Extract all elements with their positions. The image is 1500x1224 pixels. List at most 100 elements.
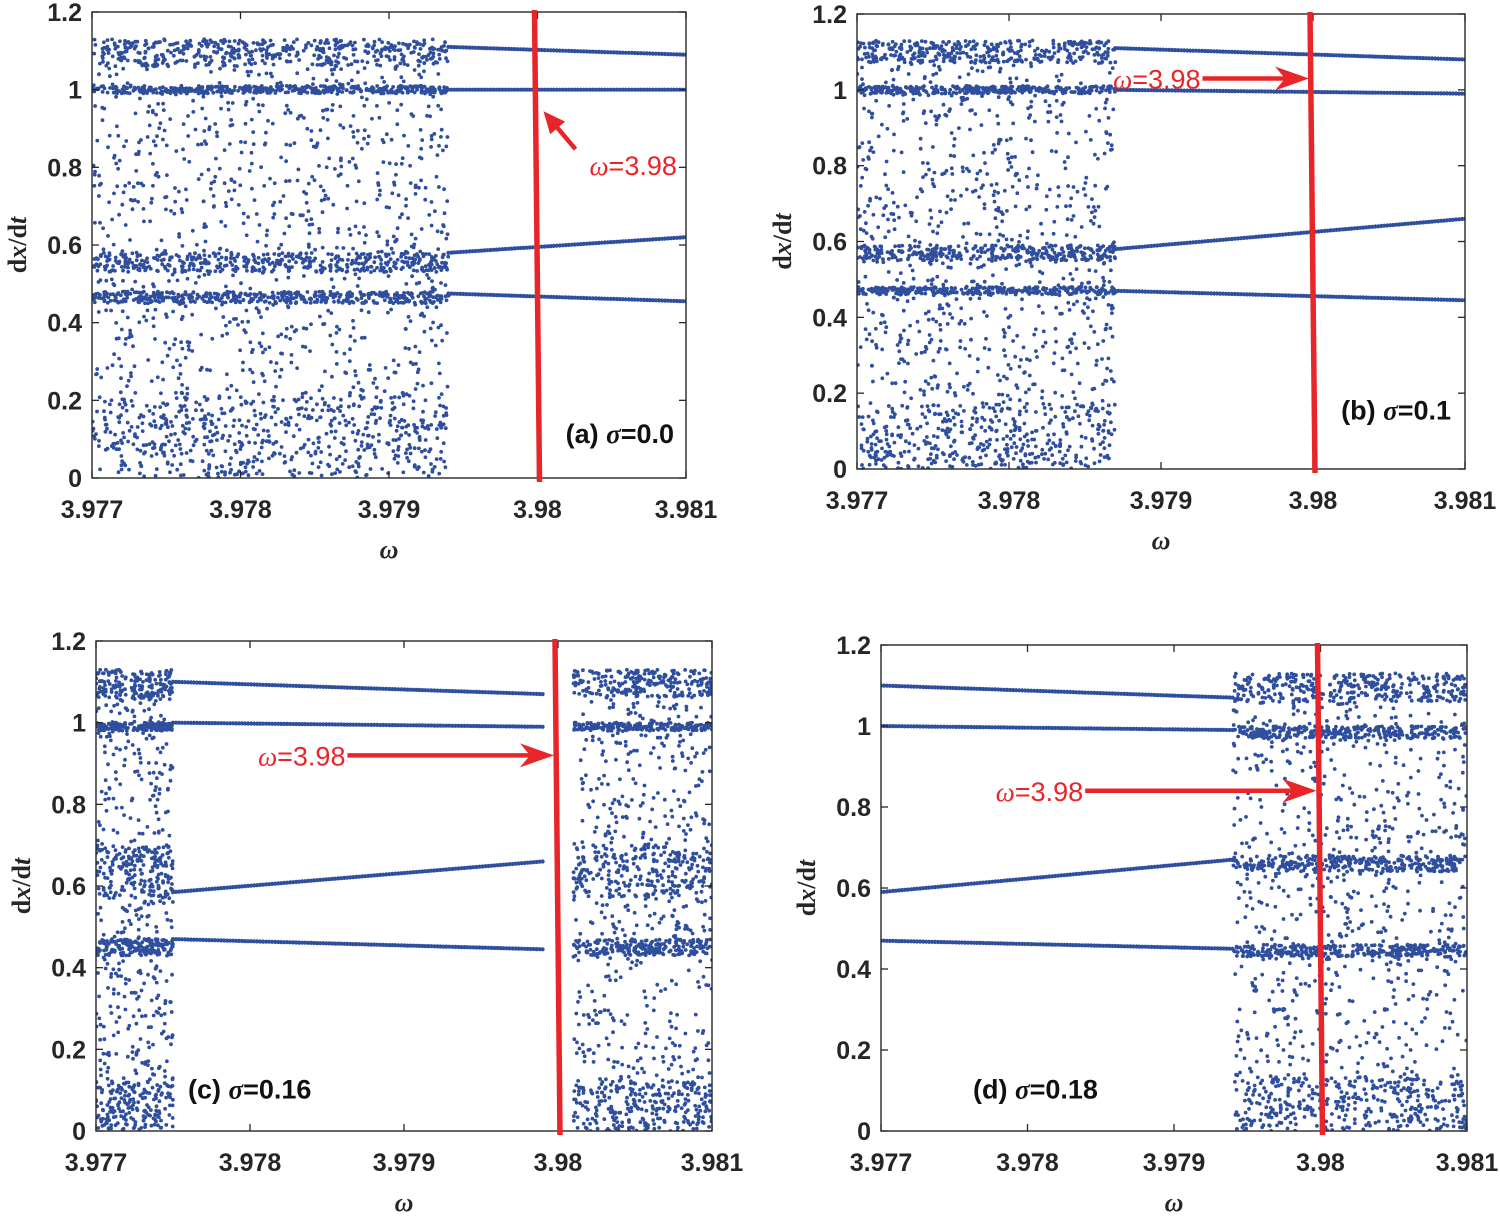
scatter-point [332, 436, 337, 440]
scatter-point [180, 346, 185, 351]
branch-point [641, 297, 647, 302]
scatter-point [367, 363, 372, 367]
scatter-point [119, 467, 124, 472]
scatter-point [146, 87, 151, 92]
scatter-point [386, 274, 391, 278]
scatter-point [310, 222, 315, 227]
scatter-point [960, 165, 965, 170]
scatter-point [331, 285, 336, 290]
scatter-point [356, 128, 360, 133]
scatter-point [359, 440, 364, 444]
scatter-point [874, 342, 878, 347]
scatter-point [366, 134, 371, 139]
scatter-point [94, 372, 98, 377]
scatter-point [280, 258, 285, 262]
scatter-point [883, 465, 888, 469]
scatter-point [169, 432, 173, 437]
scatter-point [123, 50, 127, 54]
scatter-point [1008, 136, 1013, 141]
scatter-point [269, 360, 273, 364]
scatter-point [929, 452, 933, 456]
scatter-point [145, 63, 150, 68]
scatter-point [254, 87, 259, 92]
scatter-point [445, 232, 450, 237]
scatter-point [1014, 76, 1019, 81]
scatter-point [1005, 209, 1009, 213]
scatter-point [399, 254, 403, 259]
panel-label-id: (a) [566, 419, 599, 449]
scatter-point [160, 262, 165, 267]
branch-point [656, 236, 662, 242]
branch-point [596, 296, 601, 301]
scatter-point [350, 294, 354, 298]
scatter-point [439, 323, 443, 328]
scatter-point [194, 400, 199, 405]
scatter-point [371, 90, 375, 95]
scatter-point [1022, 405, 1027, 410]
scatter-point [378, 188, 382, 193]
scatter-point [264, 233, 269, 238]
scatter-point [362, 335, 367, 340]
scatter-point [987, 232, 992, 237]
scatter-point [985, 314, 989, 318]
scatter-point [194, 257, 198, 262]
scatter-point [173, 199, 178, 204]
scatter-point [929, 461, 934, 466]
scatter-point [1102, 419, 1107, 423]
scatter-point [976, 265, 981, 270]
scatter-point [980, 401, 985, 405]
scatter-point [953, 393, 958, 398]
branch-point [632, 238, 638, 243]
scatter-point [390, 401, 395, 405]
scatter-point [440, 338, 445, 343]
scatter-point [1084, 175, 1089, 180]
scatter-point [375, 265, 379, 270]
scatter-point [1033, 327, 1038, 332]
scatter-point [394, 438, 398, 442]
scatter-point [396, 447, 400, 452]
branch-point [467, 45, 472, 50]
scatter-point [399, 417, 404, 422]
scatter-point [101, 226, 105, 231]
scatter-point [393, 48, 397, 52]
scatter-point [439, 281, 443, 285]
scatter-point [925, 435, 929, 439]
scatter-point [342, 436, 346, 441]
scatter-point [209, 58, 214, 63]
scatter-point [119, 91, 124, 96]
scatter-point [383, 366, 388, 370]
scatter-point [296, 167, 301, 172]
scatter-point [326, 136, 330, 141]
scatter-point [152, 41, 156, 46]
scatter-point [126, 378, 131, 383]
panel-a: 3.977 3.978 3.979 3.98 3.98100.20.40.60.811.… [3, 0, 717, 564]
scatter-point [333, 471, 338, 475]
scatter-point [252, 254, 256, 259]
scatter-point [296, 397, 301, 402]
scatter-point [365, 51, 370, 56]
scatter-point [288, 85, 293, 90]
scatter-point [214, 156, 218, 161]
scatter-point [206, 412, 211, 416]
scatter-point [417, 350, 422, 354]
scatter-point [918, 187, 923, 192]
scatter-point [128, 328, 133, 333]
scatter-point [405, 456, 409, 460]
scatter-point [261, 269, 266, 274]
scatter-point [419, 227, 424, 231]
scatter-point [346, 252, 351, 257]
scatter-point [386, 310, 390, 315]
scatter-point [195, 89, 200, 93]
scatter-point [923, 379, 928, 384]
scatter-point [173, 186, 177, 190]
scatter-point [362, 225, 366, 229]
scatter-point [279, 420, 284, 424]
scatter-point [318, 184, 323, 189]
scatter-point [184, 451, 189, 455]
scatter-point [1096, 156, 1100, 161]
scatter-point [145, 297, 150, 301]
scatter-point [117, 416, 122, 420]
scatter-point [219, 406, 224, 411]
scatter-point [122, 42, 127, 47]
scatter-point [1107, 71, 1112, 75]
